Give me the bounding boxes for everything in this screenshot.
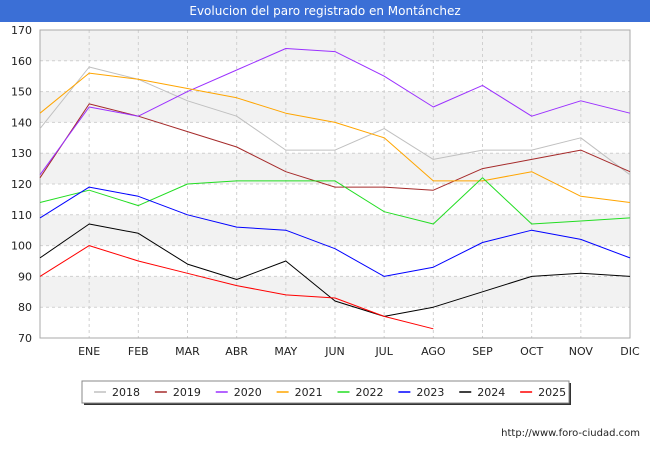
- series-lines: [39, 48, 631, 330]
- y-tick-label: 160: [11, 55, 32, 68]
- y-tick-label: 120: [11, 178, 32, 191]
- legend-label-2019: 2019: [173, 386, 201, 399]
- chart-title: Evolucion del paro registrado en Montánc…: [0, 0, 650, 22]
- y-tick-label: 150: [11, 86, 32, 99]
- legend-label-2025: 2025: [538, 386, 566, 399]
- x-tick-label: JUL: [374, 345, 393, 358]
- legend-label-2023: 2023: [416, 386, 444, 399]
- x-tick-label: DIC: [620, 345, 640, 358]
- legend-box: [81, 380, 570, 404]
- x-tick-label: SEP: [472, 345, 493, 358]
- footer-url: http://www.foro-ciudad.com: [501, 428, 640, 439]
- x-tick-label: JUN: [324, 345, 345, 358]
- series-line-2022: [39, 177, 631, 225]
- legend-label-2024: 2024: [477, 386, 505, 399]
- y-axis-ticks: 70 80 90 100 110 120 130 140 150 160 170: [11, 24, 32, 345]
- legend-label-2021: 2021: [295, 386, 323, 399]
- y-tick-label: 80: [18, 301, 32, 314]
- x-tick-label: MAY: [274, 345, 297, 358]
- x-tick-label: AGO: [421, 345, 446, 358]
- legend: 2018 2019 2020 2021 2022 2023 2024 2025: [81, 380, 571, 405]
- x-tick-label: ABR: [225, 345, 248, 358]
- x-axis-ticks: ENE FEB MAR ABR MAY JUN JUL AGO SEP OCT NOV DIC: [78, 345, 640, 358]
- x-tick-label: ENE: [78, 345, 100, 358]
- x-tick-label: NOV: [569, 345, 594, 358]
- y-tick-label: 110: [11, 209, 32, 222]
- plot-area-border: [39, 29, 631, 339]
- legend-label-2020: 2020: [234, 386, 262, 399]
- series-line-2023: [39, 186, 631, 277]
- x-tick-label: MAR: [175, 345, 200, 358]
- y-tick-label: 170: [11, 24, 32, 37]
- y-tick-label: 100: [11, 240, 32, 253]
- y-tick-label: 140: [11, 116, 32, 129]
- y-tick-label: 90: [18, 270, 32, 283]
- x-tick-label: OCT: [520, 345, 543, 358]
- legend-label-2022: 2022: [356, 386, 384, 399]
- series-line-2025: [39, 245, 434, 330]
- y-tick-label: 130: [11, 147, 32, 160]
- y-tick-label: 70: [18, 332, 32, 345]
- legend-label-2018: 2018: [112, 386, 140, 399]
- series-line-2021: [39, 72, 631, 203]
- x-tick-label: FEB: [128, 345, 149, 358]
- series-line-2020: [39, 48, 631, 176]
- series-line-2024: [39, 223, 631, 317]
